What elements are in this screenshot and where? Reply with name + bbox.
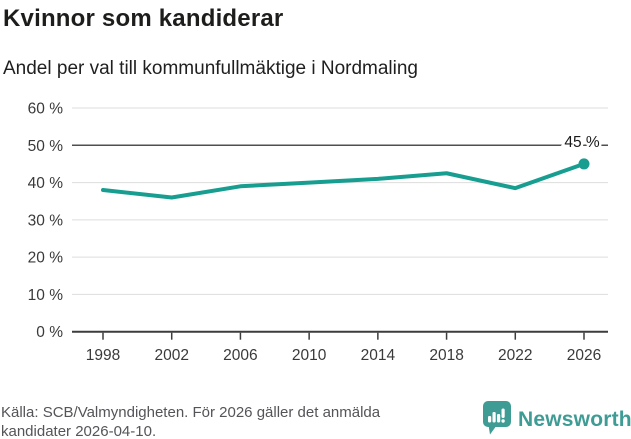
x-tick-label: 2006 bbox=[223, 347, 257, 364]
x-tick-label: 1998 bbox=[86, 347, 120, 364]
y-tick-label: 20 % bbox=[28, 250, 64, 267]
y-tick-label: 50 % bbox=[28, 138, 64, 155]
x-tick-label: 2018 bbox=[429, 347, 463, 364]
x-tick-label: 2010 bbox=[292, 347, 327, 364]
source-note-line2: kandidater 2026-04-10. bbox=[1, 423, 157, 439]
source-note: Källa: SCB/Valmyndigheten. För 2026 gäll… bbox=[1, 403, 380, 439]
y-tick-label: 60 % bbox=[28, 101, 64, 118]
x-tick-label: 2026 bbox=[567, 347, 601, 364]
newsworthy-logo-icon bbox=[483, 401, 511, 435]
chart-title: Kvinnor som kandiderar bbox=[3, 5, 284, 32]
x-tick-label: 2014 bbox=[361, 347, 396, 364]
last-data-point bbox=[578, 158, 590, 170]
x-tick-label: 2022 bbox=[498, 347, 532, 364]
last-point-value-label: 45 % bbox=[564, 134, 600, 151]
y-tick-label: 40 % bbox=[28, 175, 64, 192]
y-tick-label: 0 % bbox=[36, 324, 63, 341]
newsworthy-logo: Newsworthy bbox=[483, 401, 631, 435]
data-line bbox=[101, 161, 586, 200]
line-chart: 0 % 10 % 20 % 30 % 40 % 50 % 60 % 1998 2002 2006 2… bbox=[28, 101, 608, 364]
source-note-line1: Källa: SCB/Valmyndigheten. För 2026 gäll… bbox=[1, 404, 381, 421]
y-tick-label: 30 % bbox=[28, 212, 64, 229]
x-tick-label: 2002 bbox=[154, 347, 188, 364]
chart-subtitle: Andel per val till kommunfullmäktige i N… bbox=[3, 58, 419, 79]
y-tick-label: 10 % bbox=[28, 287, 64, 304]
newsworthy-logo-text: Newsworthy bbox=[518, 408, 631, 431]
